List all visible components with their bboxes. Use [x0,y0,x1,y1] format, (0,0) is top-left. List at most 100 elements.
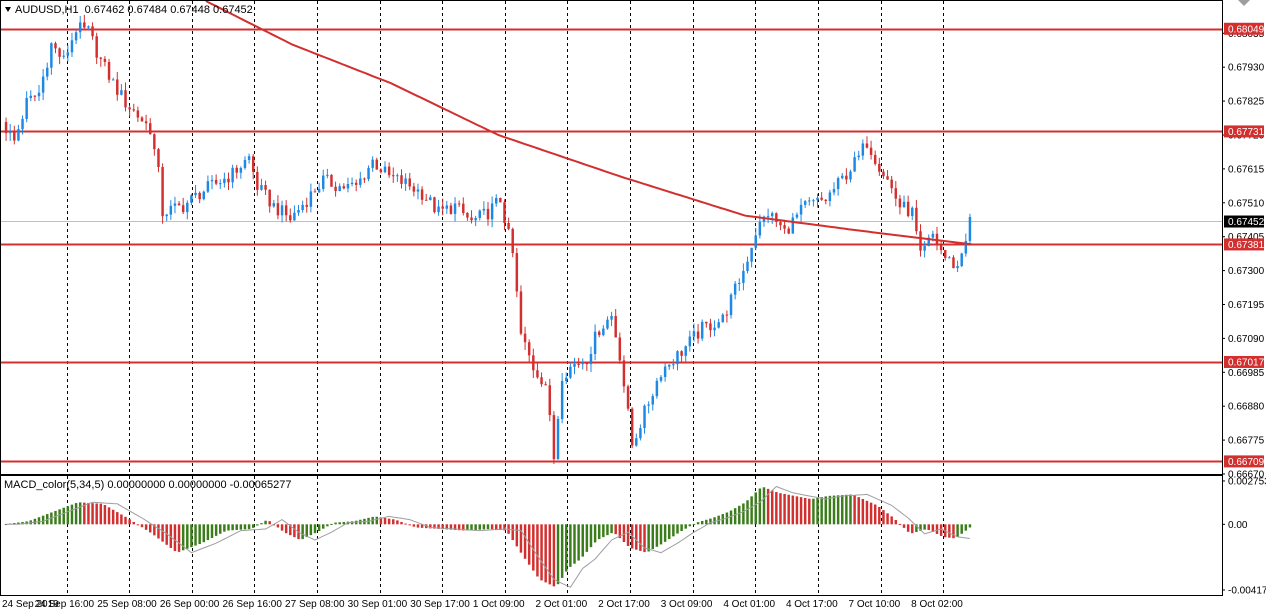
candle-body [729,294,733,316]
candle-body [33,95,37,97]
candle-body [799,204,803,215]
macd-bar [194,524,197,546]
candle-body [247,156,251,160]
candle-body [816,197,819,201]
candle-body [824,199,828,202]
macd-bar [540,524,543,581]
candle-body [585,362,589,365]
candle-body [495,198,498,204]
candle-body [346,183,350,189]
candle-body [507,222,510,229]
candle-body [898,198,902,208]
time-axis-label: 7 Oct 10:00 [849,599,901,610]
macd-bar [111,509,115,525]
macd-bar [305,524,308,538]
candle-body [931,233,935,238]
candle-body [342,186,346,189]
chart-shift-icon[interactable] [1238,0,1250,6]
price-axis-label: 0.67195 [1228,300,1265,311]
candle-body [738,282,741,284]
macd-bar [433,524,436,529]
candle-body [964,240,968,254]
macd-bar [144,524,148,530]
macd-bar [420,524,424,528]
candle-body [293,212,296,221]
price-axis-label: 0.67510 [1228,198,1265,209]
candle-body [515,253,519,292]
candle-body [8,131,12,134]
candle-body [713,327,716,331]
chart-header: AUDUSD,H1 0.67462 0.67484 0.67448 0.67452… [4,4,291,491]
level-price-tag [1224,238,1264,251]
candle-body [906,201,910,216]
time-axis-label: 4 Oct 17:00 [786,599,838,610]
macd-bar [107,507,111,525]
candle-body [412,186,416,192]
price-axis-label: 0.66775 [1228,436,1265,447]
macd-bar [935,524,939,534]
macd-bar [787,494,790,525]
candle-body [511,228,514,254]
candle-body [639,428,642,439]
candle-body [676,351,679,365]
candle-body [882,171,885,177]
candle-body [890,179,893,189]
macd-bar [441,524,444,530]
candle-body [70,40,74,53]
candle-body [544,384,547,386]
macd-bar [33,518,37,525]
candle-body [363,178,366,180]
macd-bar [239,524,243,530]
candle-body [17,129,20,141]
level-price-tag-label: 0.68049 [1228,24,1265,35]
macd-bar [610,524,613,534]
macd-bar [655,524,659,547]
macd-bar [602,524,605,538]
candle-body [198,192,201,200]
candle-body [795,214,799,218]
macd-bar [326,524,329,527]
macd-bar [219,524,222,534]
symbol-header: AUDUSD,H1 0.67462 0.67484 0.67448 0.67452 [15,4,253,16]
candle-body [210,179,214,182]
macd-bar [140,524,144,528]
candle-body [643,405,646,429]
macd-bar [78,502,82,525]
candle-body [453,203,457,214]
candle-body [911,207,914,216]
price-axis-label: 0.66985 [1228,368,1265,379]
macd-bar [210,524,214,538]
candle-body [169,205,173,215]
candle-body [157,149,160,168]
candle-body [371,159,374,168]
macd-bar [960,524,963,534]
macd-bar [919,524,922,531]
macd-bar [21,521,24,525]
candle-body [597,331,601,336]
candle-body [943,250,947,258]
candle-body [540,377,543,385]
triangle-down-icon[interactable] [5,7,11,12]
macd-bar [733,508,737,525]
macd-bar [165,524,168,545]
candle-body [486,208,490,220]
candle-body [614,315,617,338]
candle-body [775,213,778,223]
candle-body [235,167,238,173]
candle-body [161,167,164,217]
price-axis-label: 0.66670 [1228,470,1265,481]
candle-body [668,364,671,367]
candle-body [923,245,926,251]
macd-bar [202,524,206,543]
candle-body [396,175,399,177]
candle-body [107,61,111,80]
candle-body [206,181,210,192]
macd-bar [692,523,696,525]
candle-body [95,36,98,58]
macd-bar [766,488,770,525]
candle-body [305,204,308,207]
candle-body [46,67,49,77]
macd-bar [803,497,807,525]
